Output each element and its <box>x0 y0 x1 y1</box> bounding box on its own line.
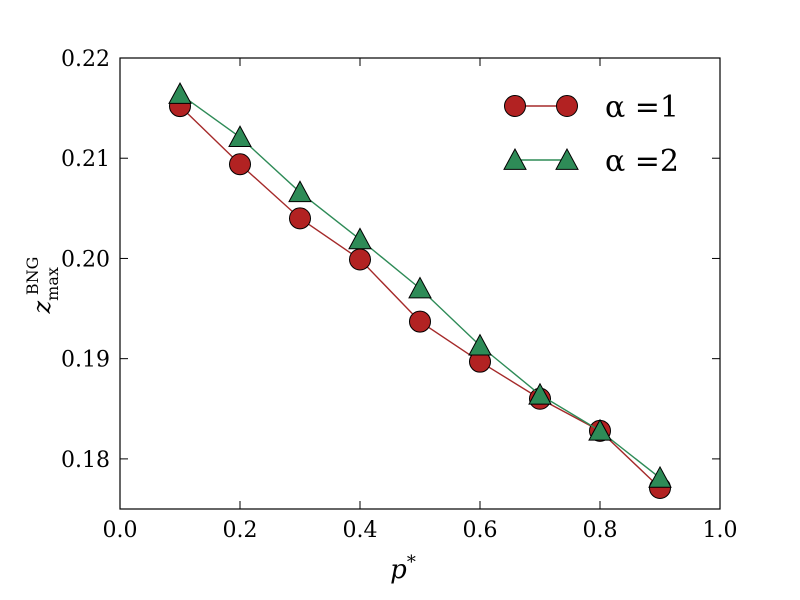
legend-label: α =2 <box>605 144 679 179</box>
legend-entry: α =1 <box>504 90 679 125</box>
data-point <box>168 82 192 104</box>
x-axis: 0.0 0.2 0.4 0.6 0.8 1.0 <box>103 58 738 543</box>
legend-marker-end <box>556 95 578 117</box>
data-point <box>409 310 431 333</box>
series-layer <box>168 82 672 499</box>
y-axis-label-base: z <box>28 300 56 314</box>
series-2 <box>168 82 672 488</box>
data-point <box>289 207 311 230</box>
data-point <box>648 465 672 488</box>
y-tick-label: 0.19 <box>61 348 110 373</box>
x-tick-label: 0.4 <box>343 518 378 543</box>
y-axis-label-text: zmaxBNG <box>23 257 62 315</box>
data-point <box>288 180 312 203</box>
data-point <box>588 418 612 441</box>
y-axis-label-sup: BNG <box>23 257 42 296</box>
x-axis-label-base: p <box>390 555 407 585</box>
legend-marker-start <box>503 147 527 170</box>
data-point <box>408 276 432 299</box>
data-point <box>228 125 252 148</box>
x-tick-label: 0.8 <box>583 518 618 543</box>
y-axis-label-sub: max <box>43 267 62 301</box>
x-axis-label-sup: * <box>407 552 416 573</box>
plot-frame <box>119 57 721 510</box>
x-axis-label: p* <box>390 552 416 585</box>
y-axis: 0.18 0.19 0.20 0.21 0.22 <box>61 47 720 473</box>
y-axis-label: zmaxBNG <box>23 257 62 315</box>
y-tick-label: 0.18 <box>61 448 110 473</box>
y-tick-label: 0.22 <box>61 47 110 72</box>
x-tick-label: 0.0 <box>103 518 138 543</box>
legend-entry: α =2 <box>503 144 679 179</box>
x-tick-label: 0.6 <box>463 518 498 543</box>
x-tick-label: 1.0 <box>703 518 738 543</box>
data-point <box>468 333 492 356</box>
x-tick-label: 0.2 <box>223 518 258 543</box>
data-point <box>528 382 552 405</box>
y-tick-label: 0.21 <box>61 147 110 172</box>
data-point <box>229 153 251 176</box>
legend: α =1 α =2 <box>503 90 679 179</box>
legend-label: α =1 <box>605 90 679 125</box>
legend-marker-start <box>504 95 526 117</box>
data-point <box>348 227 372 250</box>
legend-marker-end <box>555 147 579 170</box>
y-tick-label: 0.20 <box>61 247 110 272</box>
data-point <box>349 248 371 271</box>
